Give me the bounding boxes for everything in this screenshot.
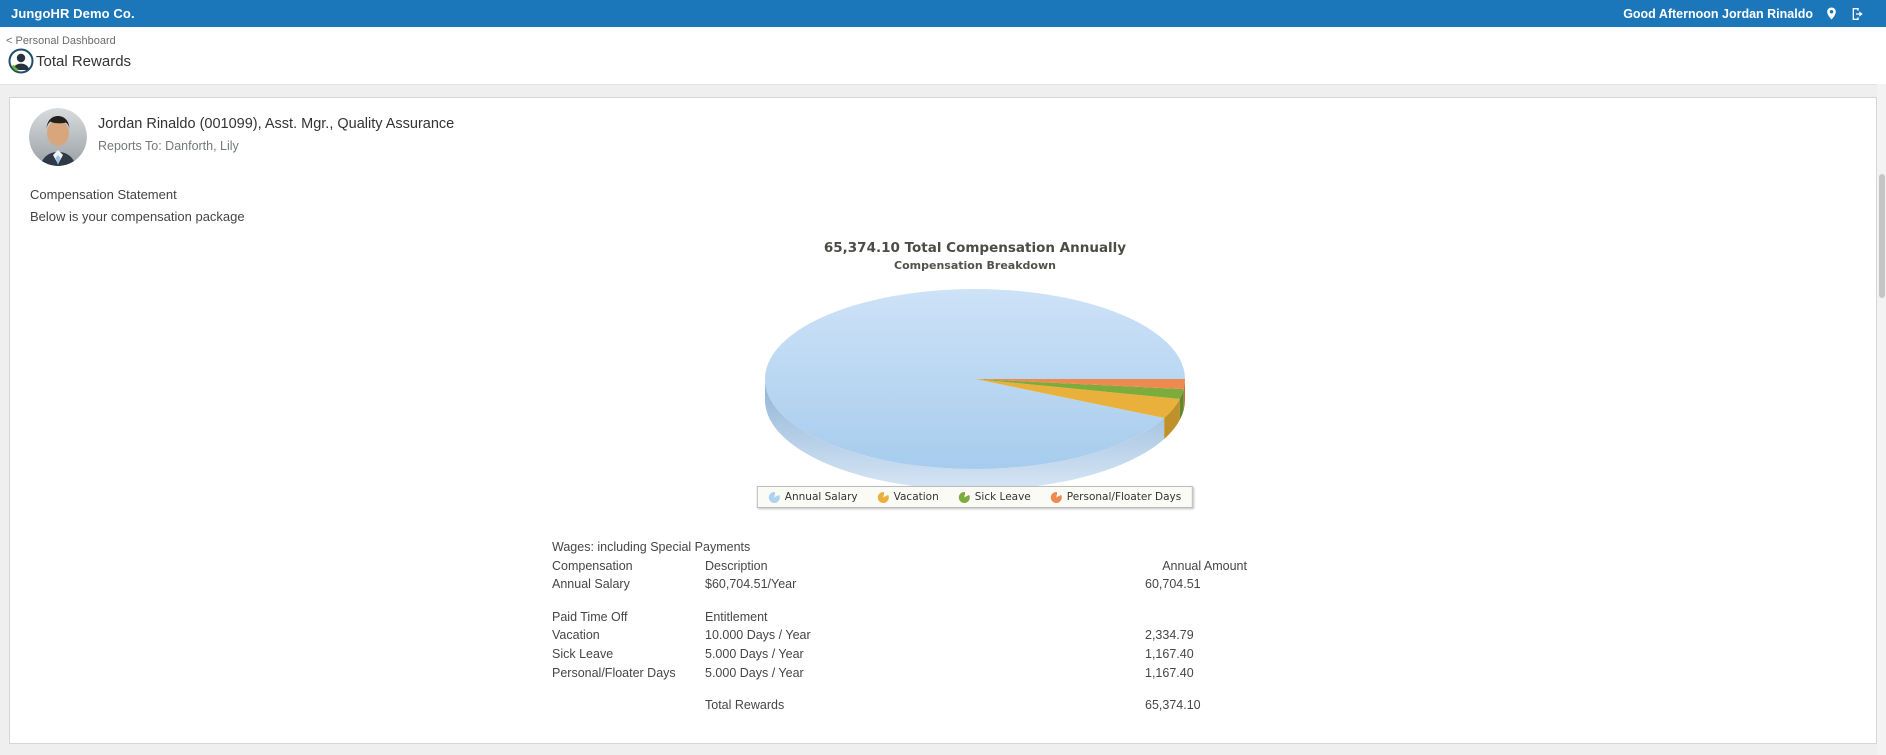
table-row: Vacation 10.000 Days / Year 2,334.79: [552, 626, 1247, 645]
legend-item-annual-salary: Annual Salary: [768, 491, 858, 503]
pie-icon: [877, 491, 889, 503]
table-cell: Paid Time Off: [552, 609, 628, 624]
pie-slice-vacation: [975, 379, 1180, 419]
pie-slice-annual-salary: [765, 289, 1185, 469]
topbar-right: Good Afternoon Jordan Rinaldo: [1623, 0, 1866, 27]
table-cell: Description: [705, 558, 768, 573]
breadcrumb-back-link[interactable]: < Personal Dashboard: [6, 35, 116, 47]
table-cell: 2,334.79: [1145, 628, 1194, 643]
statement-heading: Compensation Statement: [30, 187, 177, 202]
table-cell: 60,704.51: [1145, 577, 1201, 592]
table-row: Sick Leave 5.000 Days / Year 1,167.40: [552, 645, 1247, 664]
pie-icon: [958, 491, 970, 503]
table-spacer: [552, 682, 1247, 696]
employee-name: Jordan Rinaldo (001099), Asst. Mgr., Qua…: [98, 116, 455, 132]
table-cell: Personal/Floater Days: [552, 665, 676, 680]
table-header-row: Compensation Description Annual Amount: [552, 557, 1247, 576]
vertical-scrollbar[interactable]: [1877, 84, 1886, 755]
table-row: Personal/Floater Days 5.000 Days / Year 1,…: [552, 664, 1247, 683]
pie-icon: [768, 491, 780, 503]
pie-slice-personal-floater-days: [975, 379, 1185, 390]
legend-label: Annual Salary: [784, 491, 858, 503]
legend-label: Vacation: [893, 491, 939, 503]
chart-subtitle: Compensation Breakdown: [894, 259, 1056, 272]
logout-icon[interactable]: [1850, 6, 1866, 22]
legend-label: Personal/Floater Days: [1066, 491, 1182, 503]
chart-title: 65,374.10 Total Compensation Annually: [823, 240, 1127, 256]
table-section-title: Wages: including Special Payments: [552, 540, 751, 554]
table-cell: Vacation: [552, 628, 600, 643]
employee-avatar: [29, 108, 87, 166]
legend-label: Sick Leave: [974, 491, 1031, 503]
table-cell: 1,167.40: [1145, 646, 1194, 661]
legend-item-vacation: Vacation: [877, 491, 939, 503]
legend-item-sick-leave: Sick Leave: [958, 491, 1031, 503]
compensation-table: Wages: including Special Payments Compen…: [552, 538, 1247, 715]
table-cell: 5.000 Days / Year: [705, 665, 804, 680]
table-cell: 65,374.10: [1145, 698, 1201, 713]
legend-item-personal-floater-days: Personal/Floater Days: [1050, 491, 1182, 503]
pie-slice-side-annual-salary: [765, 379, 1165, 491]
table-row: Paid Time Off Entitlement: [552, 608, 1247, 627]
table-cell: 5.000 Days / Year: [705, 646, 804, 661]
table-spacer: [552, 594, 1247, 608]
employee-reports-to: Reports To: Danforth, Lily: [98, 139, 239, 153]
table-cell: $60,704.51/Year: [705, 577, 797, 592]
table-cell: Annual Amount: [1162, 558, 1247, 573]
pie-slice-side-vacation: [1164, 399, 1180, 440]
page-title: Total Rewards: [36, 52, 132, 70]
table-cell: [552, 696, 705, 715]
location-pin-icon[interactable]: [1825, 5, 1838, 22]
table-row: Annual Salary $60,704.51/Year 60,704.51: [552, 575, 1247, 594]
table-row: Total Rewards 65,374.10: [552, 696, 1247, 715]
pie-slice-side-personal-floater-days: [1183, 379, 1185, 411]
greeting-text: Good Afternoon Jordan Rinaldo: [1623, 6, 1813, 21]
table-cell: Total Rewards: [705, 698, 785, 713]
pie-slice-side-sick-leave: [1179, 389, 1184, 421]
topbar: JungoHR Demo Co. Good Afternoon Jordan R…: [0, 0, 1886, 27]
table-cell: Compensation: [552, 558, 633, 573]
table-cell: Sick Leave: [552, 646, 614, 661]
table-section-title-row: Wages: including Special Payments: [552, 538, 1247, 557]
pie-slice-sick-leave: [975, 379, 1184, 400]
page-title-row: Total Rewards: [8, 45, 131, 77]
scrollbar-thumb[interactable]: [1879, 174, 1885, 298]
table-cell: 1,167.40: [1145, 665, 1194, 680]
total-rewards-icon: [8, 48, 34, 74]
table-cell: 10.000 Days / Year: [705, 628, 811, 643]
chart-legend: Annual Salary Vacation Sick Leave Personal/…: [756, 486, 1194, 508]
pie-chart: [765, 289, 1185, 491]
table-cell: Entitlement: [705, 609, 768, 624]
pie-icon: [1050, 491, 1062, 503]
table-cell: [1145, 608, 1247, 627]
pie-chart-area: [715, 260, 1235, 495]
brand-link[interactable]: JungoHR Demo Co.: [11, 6, 135, 21]
table-cell: Annual Salary: [552, 577, 630, 592]
statement-subheading: Below is your compensation package: [30, 209, 245, 224]
